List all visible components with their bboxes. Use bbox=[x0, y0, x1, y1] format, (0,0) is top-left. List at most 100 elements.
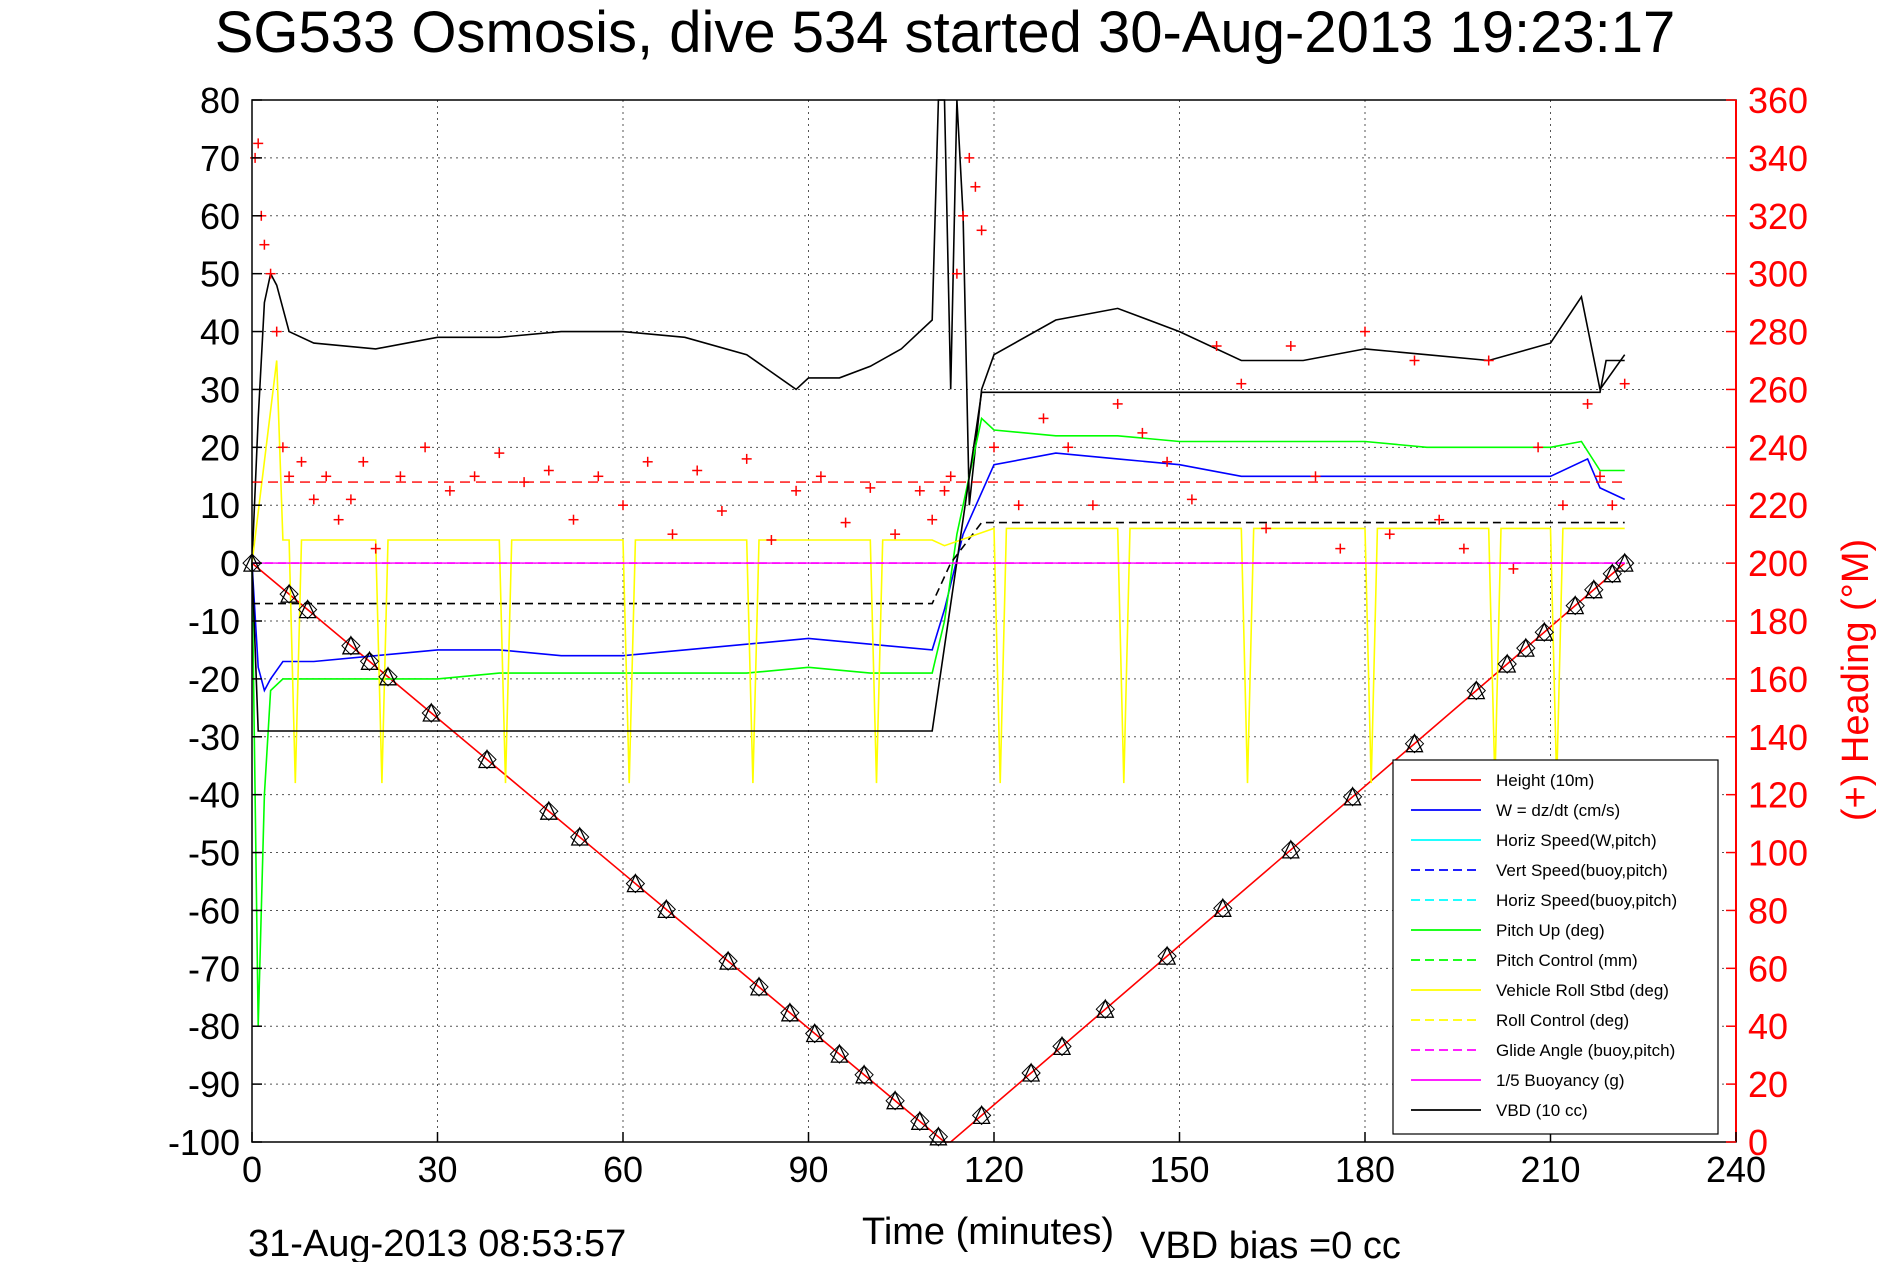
x-tick-label: 210 bbox=[1520, 1149, 1580, 1190]
legend-label: Pitch Up (deg) bbox=[1496, 921, 1605, 940]
depth-marker bbox=[910, 1110, 930, 1132]
heading-point bbox=[1261, 523, 1272, 534]
depth-marker bbox=[1021, 1062, 1041, 1083]
heading-point bbox=[1137, 427, 1148, 438]
heading-point bbox=[284, 471, 295, 482]
depth-marker bbox=[1516, 637, 1536, 658]
heading-point bbox=[890, 529, 901, 540]
depth-marker bbox=[829, 1043, 850, 1064]
heading-point bbox=[321, 471, 332, 482]
depth-marker bbox=[297, 599, 318, 620]
legend-label: Glide Angle (buoy,pitch) bbox=[1496, 1041, 1675, 1060]
depth-marker bbox=[1534, 621, 1555, 642]
heading-point bbox=[395, 471, 406, 482]
series-pitch bbox=[251, 416, 1625, 1027]
y-right-tick-label: 140 bbox=[1748, 717, 1808, 758]
y-axis-label-right: (+) Heading (°M) bbox=[1835, 539, 1877, 821]
legend-label: 1/5 Buoyancy (g) bbox=[1496, 1071, 1625, 1090]
heading-point bbox=[1335, 543, 1346, 554]
depth-marker bbox=[1404, 733, 1425, 754]
heading-point bbox=[593, 471, 604, 482]
y-right-tick-label: 220 bbox=[1748, 485, 1808, 526]
depth-marker bbox=[359, 650, 380, 672]
y-tick-label: -100 bbox=[168, 1122, 240, 1163]
y-right-tick-label: 320 bbox=[1748, 196, 1808, 237]
heading-point bbox=[989, 442, 999, 453]
heading-point bbox=[1607, 500, 1618, 511]
y-right-tick-label: 240 bbox=[1748, 427, 1808, 468]
heading-point bbox=[642, 456, 653, 467]
y-right-tick-label: 40 bbox=[1748, 1006, 1788, 1047]
heading-point bbox=[1409, 355, 1420, 366]
series-horiz bbox=[251, 99, 1626, 564]
heading-point bbox=[1595, 471, 1605, 482]
y-right-tick-label: 260 bbox=[1748, 369, 1808, 410]
x-tick-label: 90 bbox=[788, 1149, 828, 1190]
heading-point bbox=[296, 456, 307, 467]
legend-box bbox=[1392, 759, 1719, 1135]
y-tick-label: 60 bbox=[200, 196, 240, 237]
heading-point bbox=[444, 485, 455, 496]
y-tick-label: 40 bbox=[200, 312, 240, 353]
footer-vbd-bias: VBD bias =0 cc bbox=[1140, 1225, 1401, 1262]
heading-point bbox=[840, 517, 851, 528]
depth-marker bbox=[341, 635, 361, 656]
heading-point bbox=[970, 181, 981, 192]
depth-marker bbox=[625, 873, 646, 894]
depth-marker bbox=[1095, 998, 1116, 1019]
y-right-tick-label: 80 bbox=[1748, 890, 1788, 931]
y-right-tick-label: 60 bbox=[1748, 948, 1788, 989]
depth-marker bbox=[928, 1126, 949, 1147]
y-tick-label: -10 bbox=[188, 601, 240, 642]
heading-point bbox=[1434, 514, 1445, 525]
heading-point bbox=[1533, 442, 1544, 453]
chart-title: SG533 Osmosis, dive 534 started 30-Aug-2… bbox=[215, 0, 1676, 65]
heading-point bbox=[1360, 326, 1370, 337]
footer-date: 31-Aug-2013 08:53:57 bbox=[248, 1223, 626, 1262]
depth-marker bbox=[1565, 595, 1585, 616]
heading-point bbox=[1384, 529, 1395, 540]
legend-label: VBD (10 cc) bbox=[1496, 1101, 1588, 1120]
series-w bbox=[251, 452, 1626, 693]
heading-point bbox=[345, 494, 356, 505]
y-tick-label: 30 bbox=[200, 369, 240, 410]
heading-point bbox=[259, 239, 270, 250]
heading-point bbox=[1162, 456, 1173, 467]
heading-point bbox=[519, 477, 530, 488]
heading-point bbox=[939, 485, 950, 496]
x-tick-label: 150 bbox=[1149, 1149, 1209, 1190]
heading-point bbox=[927, 514, 938, 525]
heading-point bbox=[945, 471, 956, 482]
y-right-tick-label: 200 bbox=[1748, 543, 1808, 584]
y-tick-label: -40 bbox=[188, 775, 240, 816]
y-right-tick-label: 280 bbox=[1748, 312, 1808, 353]
heading-point bbox=[1186, 494, 1197, 505]
depth-marker bbox=[854, 1064, 874, 1085]
y-tick-label: 0 bbox=[220, 543, 240, 584]
heading-point bbox=[568, 514, 579, 525]
y-tick-label: 80 bbox=[200, 80, 240, 121]
heading-point bbox=[265, 268, 276, 279]
heading-point bbox=[1310, 471, 1321, 482]
legend-label: W = dz/dt (cm/s) bbox=[1496, 801, 1620, 820]
y-right-tick-label: 340 bbox=[1748, 138, 1808, 179]
depth-marker bbox=[1342, 786, 1363, 807]
x-tick-label: 30 bbox=[417, 1149, 457, 1190]
y-tick-label: -30 bbox=[188, 717, 240, 758]
y-tick-label: -60 bbox=[188, 890, 240, 931]
heading-point bbox=[1619, 378, 1630, 389]
depth-marker bbox=[569, 826, 590, 847]
depth-marker bbox=[1466, 680, 1487, 701]
heading-point bbox=[271, 326, 282, 337]
y-right-tick-label: 0 bbox=[1748, 1122, 1768, 1163]
heading-point bbox=[1211, 341, 1222, 351]
heading-point bbox=[791, 485, 802, 496]
y-right-tick-label: 360 bbox=[1748, 80, 1808, 121]
y-right-tick-label: 180 bbox=[1748, 601, 1808, 642]
heading-point bbox=[420, 442, 431, 453]
y-right-tick-label: 100 bbox=[1748, 833, 1808, 874]
heading-point bbox=[618, 500, 628, 511]
heading-point bbox=[951, 268, 962, 279]
legend-label: Height (10m) bbox=[1496, 771, 1594, 790]
heading-point bbox=[1112, 398, 1123, 409]
